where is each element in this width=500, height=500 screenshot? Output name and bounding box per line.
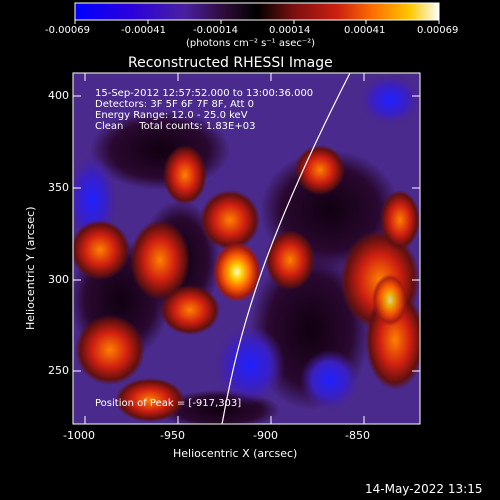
colorbar-tick-label: -0.00041 — [121, 25, 166, 36]
annotation-counts: Clean Total counts: 1.83E+03 — [95, 121, 256, 132]
colorbar — [74, 2, 440, 24]
colorbar-tick-label: -0.00014 — [193, 25, 238, 36]
x-axis-label: Heliocentric X (arcsec) — [173, 447, 298, 460]
x-tick-label: -850 — [345, 429, 370, 442]
annotation-peak: Position of Peak = [-917,303] — [95, 398, 242, 409]
y-tick-label: 400 — [48, 89, 69, 102]
annotation-time: 15-Sep-2012 12:57:52.000 to 13:00:36.000 — [95, 88, 314, 99]
footer-timestamp: 14-May-2022 13:15 — [365, 482, 483, 496]
y-tick-label: 350 — [48, 181, 69, 194]
x-tick-label: -950 — [160, 429, 185, 442]
colorbar-tick-label: -0.00069 — [45, 25, 90, 36]
solar-limb — [221, 73, 351, 424]
y-axis-label: Heliocentric Y (arcsec) — [24, 206, 37, 330]
colorbar-units: (photons cm⁻² s⁻¹ asec⁻²) — [186, 38, 316, 49]
annotation-energy: Energy Range: 12.0 - 25.0 keV — [95, 110, 248, 121]
colorbar-tick-label: 0.00041 — [344, 25, 386, 36]
annotation-detectors: Detectors: 3F 5F 6F 7F 8F, Att 0 — [95, 99, 255, 110]
y-tick-label: 250 — [48, 364, 69, 377]
colorbar-gradient — [74, 2, 440, 21]
plot-title: Reconstructed RHESSI Image — [128, 55, 333, 71]
x-tick-label: -900 — [253, 429, 278, 442]
colorbar-tick-label: 0.00069 — [417, 25, 459, 36]
x-tick-label: -1000 — [63, 429, 95, 442]
y-tick-label: 300 — [48, 273, 69, 286]
colorbar-tick-label: 0.00014 — [269, 25, 311, 36]
